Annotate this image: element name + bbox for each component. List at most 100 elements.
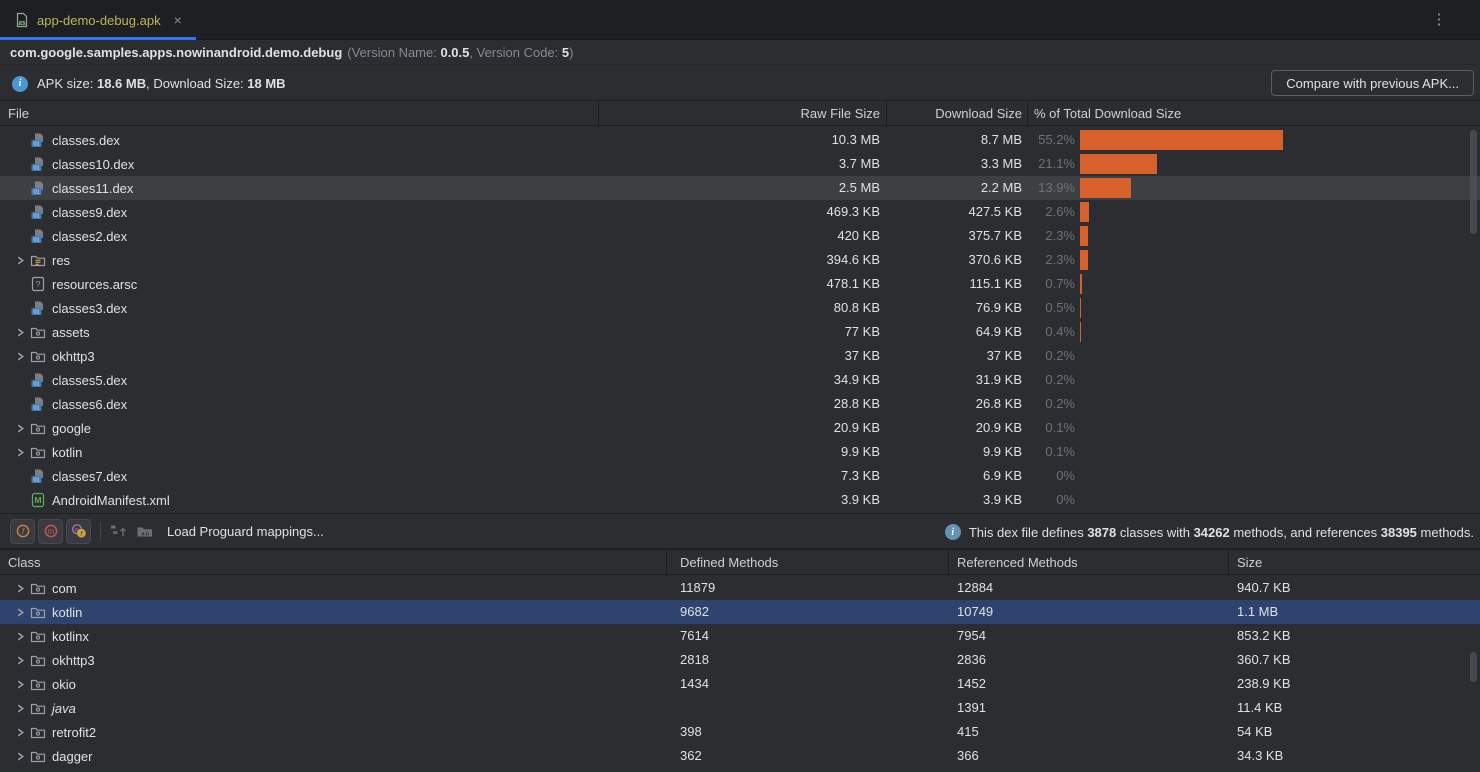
load-mappings-folder-icon[interactable]: a.b [135,522,155,540]
dex-icon: 01 [30,396,46,412]
file-name: classes7.dex [52,468,128,484]
column-divider[interactable] [598,101,599,127]
file-tree-cell: 01 classes10.dex [0,152,134,176]
download-percent: 0.1% [1045,420,1075,435]
table-row[interactable]: 01 classes11.dex 2.5 MB 2.2 MB 13.9% [0,176,1480,200]
active-tab-indicator [0,37,196,40]
download-percent: 0.5% [1045,300,1075,315]
defined-methods: 7614 [680,628,709,643]
column-divider[interactable] [1228,550,1229,576]
chevron-right-icon[interactable] [14,422,26,434]
table-row[interactable]: 01 classes9.dex 469.3 KB 427.5 KB 2.6% [0,200,1480,224]
column-divider[interactable] [1027,101,1028,127]
column-header-raw-size[interactable]: Raw File Size [800,106,880,121]
chevron-right-icon[interactable] [14,606,26,618]
table-row[interactable]: okhttp3 37 KB 37 KB 0.2% [0,344,1480,368]
table-row[interactable]: com 11879 12884 940.7 KB [0,576,1480,600]
package-icon [30,700,46,716]
svg-text:01: 01 [33,478,39,484]
load-proguard-mappings-link[interactable]: Load Proguard mappings... [167,523,324,539]
svg-text:M: M [34,495,41,505]
editor-tab-bar: app-demo-debug.apk × ⋮ [0,0,1480,40]
chevron-right-icon[interactable] [14,446,26,458]
compare-previous-apk-button[interactable]: Compare with previous APK... [1271,70,1474,96]
raw-file-size: 77 KB [844,324,880,339]
show-referenced-filter-button[interactable]: m f [66,518,91,544]
chevron-right-icon[interactable] [14,254,26,266]
class-size: 940.7 KB [1237,580,1291,595]
table-row[interactable]: 01 classes5.dex 34.9 KB 31.9 KB 0.2% [0,368,1480,392]
tab-apk-file[interactable]: app-demo-debug.apk × [0,0,196,40]
download-percent: 55.2% [1038,132,1075,147]
chevron-right-icon[interactable] [14,326,26,338]
file-tree-cell: 01 classes.dex [0,128,120,152]
column-header-class[interactable]: Class [8,555,41,570]
class-tree-cell: kotlin [0,600,82,624]
table-row[interactable]: 01 classes3.dex 80.8 KB 76.9 KB 0.5% [0,296,1480,320]
scrollbar-thumb[interactable] [1470,130,1477,234]
column-divider[interactable] [948,550,949,576]
column-divider[interactable] [666,550,667,576]
table-row[interactable]: assets 77 KB 64.9 KB 0.4% [0,320,1480,344]
chevron-right-icon[interactable] [14,654,26,666]
table-row[interactable]: 01 classes10.dex 3.7 MB 3.3 MB 21.1% [0,152,1480,176]
chevron-right-icon[interactable] [14,726,26,738]
download-size: 31.9 KB [975,372,1022,387]
table-row[interactable]: 01 classes7.dex 7.3 KB 6.9 KB 0% [0,464,1480,488]
show-fields-filter-button[interactable]: f [10,518,35,544]
chevron-right-icon[interactable] [14,630,26,642]
download-size: 3.9 KB [982,492,1022,507]
table-row[interactable]: ? resources.arsc 478.1 KB 115.1 KB 0.7% [0,272,1480,296]
download-percent-bar [1080,250,1088,270]
chevron-right-icon[interactable] [14,350,26,362]
download-percent-bar [1080,274,1082,294]
table-row[interactable]: kotlin 9.9 KB 9.9 KB 0.1% [0,440,1480,464]
column-header-defined-methods[interactable]: Defined Methods [680,555,779,570]
file-tree-cell: M AndroidManifest.xml [0,488,170,512]
table-row[interactable]: 01 classes2.dex 420 KB 375.7 KB 2.3% [0,224,1480,248]
class-tree-table: com 11879 12884 940.7 KB kotlin 9682 10749 1.1 … [0,576,1480,768]
raw-file-size: 478.1 KB [826,276,881,291]
column-header-file[interactable]: File [8,106,29,121]
column-header-download-size[interactable]: Download Size [935,106,1022,121]
show-methods-filter-button[interactable]: m [38,518,63,544]
tab-close-icon[interactable]: × [173,12,182,28]
table-row[interactable]: M AndroidManifest.xml 3.9 KB 3.9 KB 0% [0,488,1480,512]
download-size: 9.9 KB [982,444,1022,459]
file-name: classes2.dex [52,228,128,244]
raw-file-size: 34.9 KB [833,372,880,387]
table-row[interactable]: kotlin 9682 10749 1.1 MB [0,600,1480,624]
table-row[interactable]: res 394.6 KB 370.6 KB 2.3% [0,248,1480,272]
column-header-size[interactable]: Size [1237,555,1263,570]
scrollbar-thumb[interactable] [1470,652,1477,682]
table-row[interactable]: java 1391 11.4 KB [0,696,1480,720]
column-header-referenced-methods[interactable]: Referenced Methods [957,555,1078,570]
table-row[interactable]: retrofit2 398 415 54 KB [0,720,1480,744]
column-divider[interactable] [886,101,887,127]
chevron-right-icon[interactable] [14,582,26,594]
table-row[interactable]: google 20.9 KB 20.9 KB 0.1% [0,416,1480,440]
chevron-right-icon[interactable] [14,702,26,714]
referenced-methods: 366 [957,748,979,763]
download-percent: 0.7% [1045,276,1075,291]
table-row[interactable]: dagger 362 366 34.3 KB [0,744,1480,768]
download-percent-bar [1080,130,1283,150]
chevron-right-icon[interactable] [14,678,26,690]
chevron-right-icon[interactable] [14,750,26,762]
download-percent: 0.1% [1045,444,1075,459]
column-header-percent[interactable]: % of Total Download Size [1034,106,1182,121]
package-icon [30,748,46,764]
folder-res-icon [30,252,46,268]
package-icon [30,676,46,692]
dex-icon: 01 [30,156,46,172]
file-tree-cell: 01 classes7.dex [0,464,127,488]
table-row[interactable]: okio 1434 1452 238.9 KB [0,672,1480,696]
table-row[interactable]: 01 classes.dex 10.3 MB 8.7 MB 55.2% [0,128,1480,152]
table-row[interactable]: okhttp3 2818 2836 360.7 KB [0,648,1480,672]
more-options-icon[interactable]: ⋮ [1431,11,1447,28]
referenced-methods: 415 [957,724,979,739]
download-size: 26.8 KB [975,396,1022,411]
deobfuscate-names-icon[interactable] [109,522,129,540]
table-row[interactable]: kotlinx 7614 7954 853.2 KB [0,624,1480,648]
table-row[interactable]: 01 classes6.dex 28.8 KB 26.8 KB 0.2% [0,392,1480,416]
